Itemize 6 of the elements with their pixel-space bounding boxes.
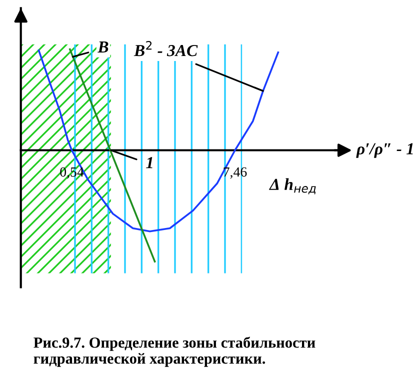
- annotation: Δ h$_{нед}$: [269, 178, 316, 194]
- annotation: 1: [146, 157, 152, 168]
- annotation: B$^{2}$ - 3AC: [134, 40, 198, 56]
- annotation: B: [98, 42, 108, 52]
- text: Рис.9.7. Определение зоны стабильности гидравлической характеристики.: [34, 336, 316, 367]
- x-axis-title: ρ′/ρ″ - 1: [356, 143, 413, 158]
